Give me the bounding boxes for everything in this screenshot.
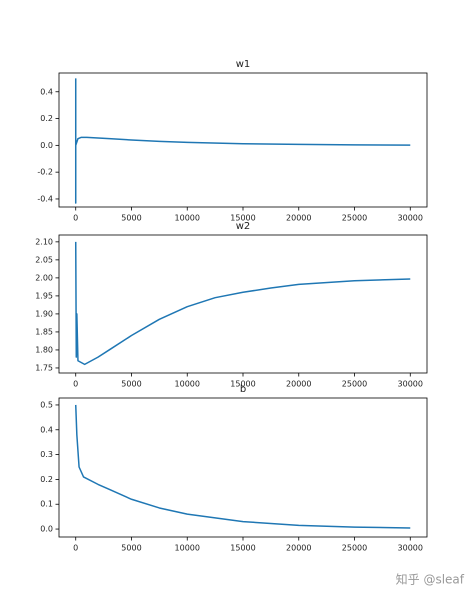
y-tick-label: 0.4 <box>40 87 53 96</box>
y-tick-label: 0.0 <box>40 525 53 534</box>
x-tick-label: 15000 <box>230 380 255 389</box>
x-tick-label: 20000 <box>286 380 311 389</box>
axes-frame <box>58 397 428 538</box>
y-tick-label: -0.2 <box>37 168 53 177</box>
x-tick-label: 0 <box>73 380 78 389</box>
series-line <box>74 404 411 529</box>
x-tick-label: 5000 <box>121 544 141 553</box>
subplot-title: w2 <box>236 221 251 232</box>
x-tick-label: 10000 <box>175 544 200 553</box>
y-tick-label: -0.4 <box>37 194 53 203</box>
series-line <box>74 241 411 366</box>
x-tick-label: 25000 <box>342 380 367 389</box>
y-tick-label: 1.85 <box>35 327 53 336</box>
y-tick-label: 2.10 <box>35 237 53 246</box>
y-tick-label: 1.75 <box>35 363 53 372</box>
y-tick-label: 0.0 <box>40 141 53 150</box>
y-tick-label: 0.1 <box>40 500 53 509</box>
x-tick-label: 25000 <box>342 214 367 223</box>
x-tick-label: 5000 <box>121 214 141 223</box>
x-tick-label: 25000 <box>342 544 367 553</box>
x-tick-label: 0 <box>73 214 78 223</box>
x-tick-label: 15000 <box>230 214 255 223</box>
y-tick-label: 0.2 <box>40 475 53 484</box>
x-tick-label: 20000 <box>286 214 311 223</box>
axes-frame <box>58 72 428 208</box>
x-tick-label: 20000 <box>286 544 311 553</box>
x-tick-label: 30000 <box>398 380 423 389</box>
y-tick-label: 0.2 <box>40 114 53 123</box>
y-tick-label: 0.3 <box>40 450 53 459</box>
series-line <box>74 78 411 204</box>
axes-frame <box>58 234 428 374</box>
subplot-title: b <box>240 384 246 395</box>
x-tick-label: 15000 <box>230 544 255 553</box>
x-tick-label: 10000 <box>175 214 200 223</box>
watermark: 知乎 @sleaf <box>396 573 465 587</box>
y-tick-label: 0.4 <box>40 425 53 434</box>
x-tick-label: 10000 <box>175 380 200 389</box>
x-tick-label: 30000 <box>398 544 423 553</box>
y-tick-label: 0.5 <box>40 400 53 409</box>
y-tick-label: 1.90 <box>35 309 53 318</box>
x-tick-label: 0 <box>73 544 78 553</box>
x-tick-label: 30000 <box>398 214 423 223</box>
y-tick-label: 1.95 <box>35 291 53 300</box>
y-tick-label: 2.00 <box>35 273 53 282</box>
y-tick-label: 2.05 <box>35 255 53 264</box>
subplot-title: w1 <box>236 59 251 70</box>
x-tick-label: 5000 <box>121 380 141 389</box>
y-tick-label: 1.80 <box>35 345 53 354</box>
